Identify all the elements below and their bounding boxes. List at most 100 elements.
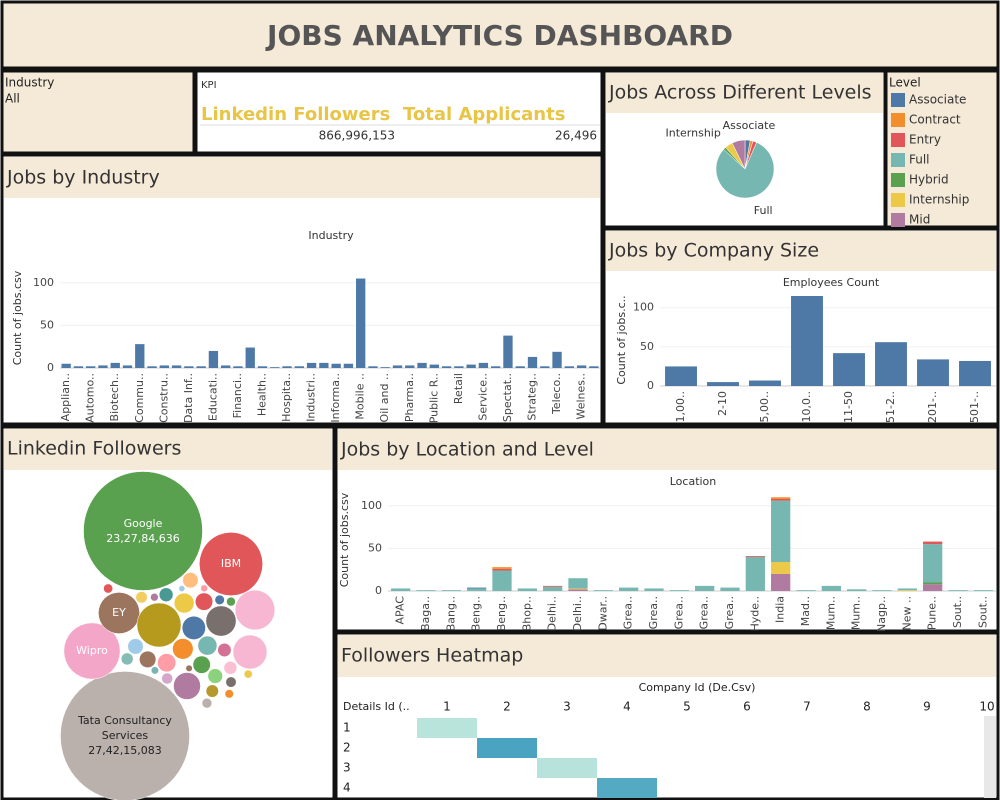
kpi-panel (194, 69, 604, 155)
bubble (195, 592, 213, 611)
legend-label: Associate (909, 93, 966, 107)
x-tick-label: Baga.. (419, 596, 432, 631)
bubble (214, 594, 225, 605)
legend-swatch (891, 93, 905, 107)
panel-title: Followers Heatmap (341, 645, 523, 667)
bubble (192, 655, 211, 674)
y-tick-label: 0 (375, 584, 382, 597)
x-tick-label: Beng.. (470, 596, 483, 631)
bubble (234, 589, 276, 631)
bar (478, 362, 489, 368)
bar-segment (897, 590, 917, 591)
bubble (83, 471, 203, 591)
bubble (205, 684, 219, 698)
x-tick-label: Commu.. (133, 373, 146, 423)
panel-header (606, 73, 883, 113)
x-tick-label: 11-50 (842, 391, 855, 423)
x-tick-label: Nagp.. (875, 596, 888, 632)
bar (576, 365, 587, 368)
bubble (205, 605, 237, 637)
x-tick-label: New .. (900, 596, 913, 630)
x-tick-label: Grea.. (622, 596, 635, 629)
x-tick-label: Grea.. (723, 596, 736, 629)
x-axis-title: Company Id (De.Csv) (639, 681, 756, 694)
bar (73, 366, 84, 368)
bubble (172, 638, 194, 660)
legend-swatch (891, 173, 905, 187)
bar (110, 362, 120, 368)
legend-swatch (891, 193, 905, 207)
bubble (217, 642, 232, 657)
bar (515, 366, 525, 368)
bar-segment (467, 588, 487, 591)
x-tick-label: 51-2.. (884, 391, 897, 423)
row-label: 1 (343, 721, 351, 735)
bar (147, 366, 157, 368)
bubble (178, 585, 186, 592)
bubble (201, 697, 213, 709)
bubble (223, 661, 238, 675)
x-axis-title: Industry (308, 229, 354, 242)
bar (294, 366, 304, 368)
bar-segment (771, 500, 791, 563)
x-tick-label: Pharma.. (403, 373, 416, 422)
column-label: 7 (803, 700, 811, 714)
x-tick-label: 1,00.. (674, 391, 687, 423)
y-tick-label: 100 (361, 499, 382, 512)
bar (466, 364, 476, 368)
x-tick-label: 501-.. (968, 391, 981, 423)
bubble (98, 592, 140, 634)
legend-label: Entry (909, 133, 941, 147)
bar-segment (923, 582, 943, 585)
x-tick-label: Applian.. (59, 373, 72, 421)
x-tick-label: Strateg.. (526, 373, 539, 421)
bar-segment (492, 568, 512, 571)
y-axis-title: Details Id (.. (343, 700, 410, 713)
x-tick-label: Delhi.. (546, 596, 559, 631)
x-tick-label: Mum.. (850, 596, 863, 630)
bar (257, 366, 268, 368)
bar (98, 365, 108, 368)
column-label: 4 (623, 700, 631, 714)
bar-segment (568, 588, 588, 590)
x-tick-label: 2-10 (716, 391, 729, 416)
bar (540, 366, 550, 368)
column-label: 5 (683, 700, 691, 714)
x-tick-label: Grea.. (698, 596, 711, 629)
bar-segment (568, 589, 588, 591)
bubble (135, 591, 148, 604)
panel-header (338, 635, 996, 677)
bubble (150, 593, 159, 602)
bubble (127, 638, 144, 655)
bubble (200, 584, 208, 593)
filter-panel (0, 69, 196, 155)
column-label: 6 (743, 700, 751, 714)
column-label: 3 (563, 700, 571, 714)
x-tick-label: Sout.. (951, 596, 964, 628)
bar-segment (720, 587, 740, 591)
x-tick-label: Biotech.. (108, 373, 121, 421)
kpi-label: KPI (201, 80, 217, 91)
bar (86, 366, 96, 368)
bar (61, 363, 71, 368)
bar-segment (543, 586, 563, 591)
x-tick-label: Public R.. (427, 373, 440, 423)
bubble (197, 635, 218, 656)
legend-label: Internship (909, 193, 969, 207)
bubble (150, 666, 159, 675)
bar (441, 366, 452, 368)
bubble (181, 615, 206, 640)
bar-segment (745, 556, 765, 591)
y-tick-label: 50 (40, 318, 54, 331)
bubble (63, 622, 121, 680)
kpi-value: 866,996,153 (319, 129, 395, 143)
scrollbar[interactable] (984, 716, 996, 798)
x-tick-label: Service.. (476, 373, 489, 421)
y-tick-label: 50 (640, 340, 654, 353)
bar (380, 367, 390, 368)
x-tick-label: Dwar.. (596, 596, 609, 631)
filter-value[interactable]: All (5, 92, 20, 106)
bar (503, 335, 513, 368)
panel-header (338, 429, 996, 470)
